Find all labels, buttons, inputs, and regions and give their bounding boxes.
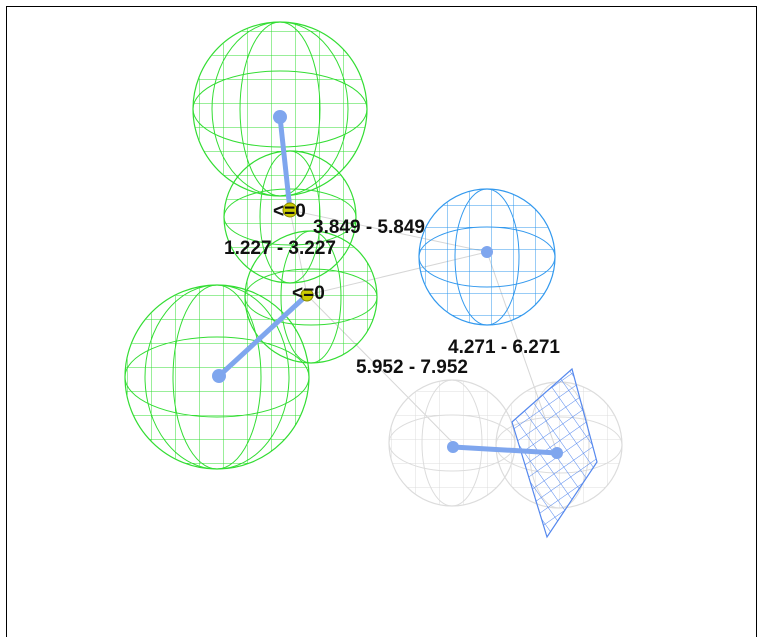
acceptor-sphere [418,188,556,326]
label-distance-2: 3.849 - 5.849 [313,217,425,238]
marker-lower [300,288,314,302]
label-distance-1: 1.227 - 3.227 [224,238,336,259]
label-distance-3: 4.271 - 6.271 [448,337,560,358]
marker-upper [282,202,298,218]
label-distance-4: 5.952 - 7.952 [356,357,468,378]
pharmacophore-scene: <=0 <=0 1.227 - 3.227 3.849 - 5.849 4.27… [124,21,623,539]
viewer-frame: <=0 <=0 1.227 - 3.227 3.849 - 5.849 4.27… [6,6,757,637]
label-small-a: <=0 [273,201,306,222]
vector-top [273,110,293,211]
vector-ring [447,441,563,459]
label-small-b: <=0 [292,283,325,304]
vector-bottom-left [212,293,309,383]
hydrophobic-sphere-top [192,21,368,197]
